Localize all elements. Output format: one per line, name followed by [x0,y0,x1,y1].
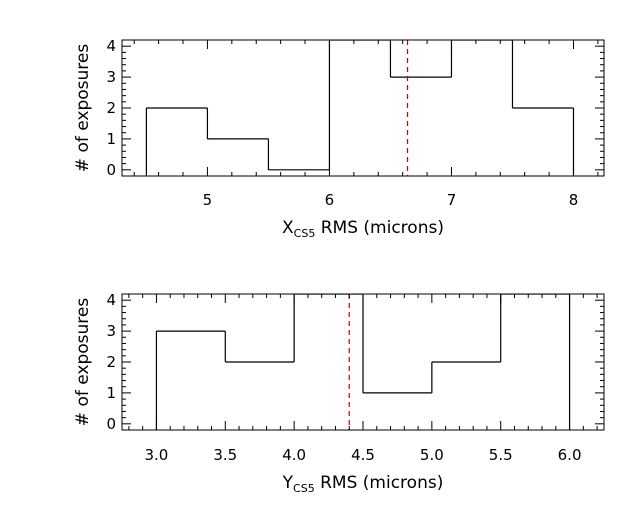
x-tick-label: 5.0 [420,446,444,464]
y-axis-label: # of exposures [73,44,93,173]
x-tick-label: 7 [447,191,457,209]
histogram-panel-y-rms: 3.0 3.5 4.0 4.5 5.0 5.5 6.0 0 1 2 3 4 # of exposures… [73,291,605,495]
y-tick-label: 3 [106,68,116,86]
y-tick-label: 3 [106,322,116,340]
x-tick-label: 5.5 [489,446,513,464]
y-axis-label: # of exposures [73,298,93,427]
histogram-bars [145,40,575,176]
x-axis-label-main: Y [282,473,294,493]
x-axis-label-main: X [282,218,294,238]
y-tick-label: 0 [106,415,116,433]
histogram-panel-x-rms: 5 6 7 8 0 1 2 3 4 # of exposures XCS5 RMS (microns… [73,37,605,240]
y-tick-label: 2 [106,99,116,117]
x-axis-label-subscript: CS5 [294,227,316,240]
y-tick-label: 1 [106,384,116,402]
x-axis-label: XCS5 RMS (microns) [282,218,444,240]
x-tick-label: 4.0 [282,446,306,464]
x-axis-label-rest: RMS (microns) [315,218,444,238]
x-tick-label: 4.5 [351,446,375,464]
y-tick-label: 0 [106,161,116,179]
x-tick-label: 6 [325,191,335,209]
y-tick-label: 4 [106,37,116,55]
x-tick-label: 5 [203,191,213,209]
x-tick-label: 6.0 [558,446,582,464]
y-tick-label: 1 [106,130,116,148]
x-tick-label: 8 [569,191,579,209]
x-axis-label-subscript: CS5 [293,482,315,495]
y-tick-label: 2 [106,353,116,371]
x-axis-label: YCS5 RMS (microns) [282,473,444,495]
x-axis-label-rest: RMS (microns) [315,473,444,493]
x-tick-label: 3.0 [144,446,168,464]
y-tick-label: 4 [106,291,116,309]
histogram-bars [155,294,571,430]
x-tick-label: 3.5 [213,446,237,464]
